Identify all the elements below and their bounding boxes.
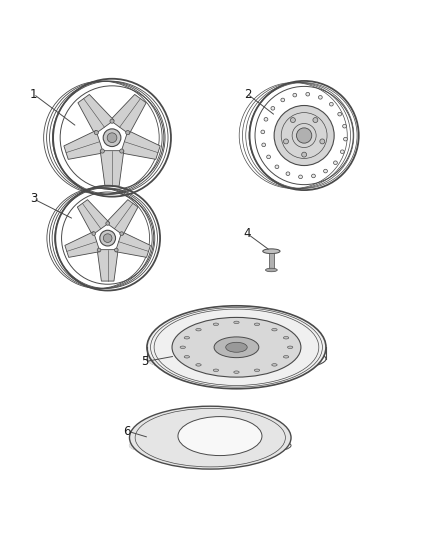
Ellipse shape <box>311 174 315 177</box>
Ellipse shape <box>297 128 312 143</box>
Ellipse shape <box>107 133 117 142</box>
Ellipse shape <box>110 119 114 123</box>
Polygon shape <box>100 151 124 186</box>
Polygon shape <box>147 339 164 367</box>
Ellipse shape <box>97 248 101 252</box>
Ellipse shape <box>213 323 219 326</box>
Text: 4: 4 <box>244 227 251 240</box>
Ellipse shape <box>320 139 325 144</box>
Ellipse shape <box>338 112 342 116</box>
Text: 1: 1 <box>30 87 37 101</box>
Polygon shape <box>64 131 103 159</box>
Ellipse shape <box>329 102 333 106</box>
Ellipse shape <box>147 306 326 389</box>
Polygon shape <box>110 94 146 134</box>
Ellipse shape <box>283 336 289 339</box>
Ellipse shape <box>184 336 190 339</box>
Polygon shape <box>121 131 160 159</box>
Ellipse shape <box>226 342 247 352</box>
Ellipse shape <box>275 165 279 168</box>
Ellipse shape <box>333 161 337 165</box>
Ellipse shape <box>290 118 295 123</box>
Polygon shape <box>78 200 110 235</box>
Ellipse shape <box>281 98 285 102</box>
Ellipse shape <box>283 139 289 144</box>
Ellipse shape <box>100 230 116 246</box>
Text: 2: 2 <box>244 87 251 101</box>
Ellipse shape <box>302 152 307 157</box>
Ellipse shape <box>262 143 265 147</box>
Ellipse shape <box>114 248 118 252</box>
Ellipse shape <box>100 149 104 153</box>
Polygon shape <box>78 94 114 134</box>
Ellipse shape <box>103 234 112 243</box>
Ellipse shape <box>306 92 310 96</box>
Ellipse shape <box>184 356 190 358</box>
Ellipse shape <box>234 321 239 324</box>
Ellipse shape <box>254 369 260 372</box>
Ellipse shape <box>263 249 280 254</box>
Ellipse shape <box>120 232 124 236</box>
Polygon shape <box>268 253 274 270</box>
Ellipse shape <box>178 417 262 456</box>
Ellipse shape <box>130 406 291 469</box>
Ellipse shape <box>254 323 260 326</box>
Ellipse shape <box>196 328 201 331</box>
Text: 5: 5 <box>141 355 148 368</box>
Ellipse shape <box>180 346 185 349</box>
Ellipse shape <box>103 129 121 147</box>
Ellipse shape <box>126 131 130 135</box>
Ellipse shape <box>287 346 293 349</box>
Ellipse shape <box>106 222 110 225</box>
Ellipse shape <box>272 364 277 366</box>
Ellipse shape <box>267 155 271 159</box>
Ellipse shape <box>324 169 328 173</box>
Ellipse shape <box>299 175 302 179</box>
Polygon shape <box>115 232 151 257</box>
Ellipse shape <box>293 93 297 97</box>
Ellipse shape <box>213 369 219 372</box>
Ellipse shape <box>286 172 290 175</box>
Text: 3: 3 <box>30 192 37 205</box>
Ellipse shape <box>340 150 344 154</box>
Ellipse shape <box>318 95 322 99</box>
Ellipse shape <box>94 131 99 135</box>
Polygon shape <box>106 200 138 235</box>
Ellipse shape <box>92 232 95 236</box>
Text: 6: 6 <box>124 425 131 438</box>
Ellipse shape <box>234 371 239 374</box>
Ellipse shape <box>261 130 265 134</box>
Ellipse shape <box>343 124 346 128</box>
Ellipse shape <box>265 268 277 272</box>
Ellipse shape <box>214 337 259 358</box>
Polygon shape <box>130 433 138 450</box>
Polygon shape <box>65 232 100 257</box>
Ellipse shape <box>271 107 275 110</box>
Polygon shape <box>97 249 118 281</box>
Ellipse shape <box>274 106 334 166</box>
Ellipse shape <box>120 149 124 153</box>
Ellipse shape <box>272 328 277 331</box>
Ellipse shape <box>313 118 318 123</box>
Ellipse shape <box>172 318 301 377</box>
Ellipse shape <box>283 356 289 358</box>
Ellipse shape <box>264 117 268 121</box>
Ellipse shape <box>196 364 201 366</box>
Ellipse shape <box>343 138 347 141</box>
